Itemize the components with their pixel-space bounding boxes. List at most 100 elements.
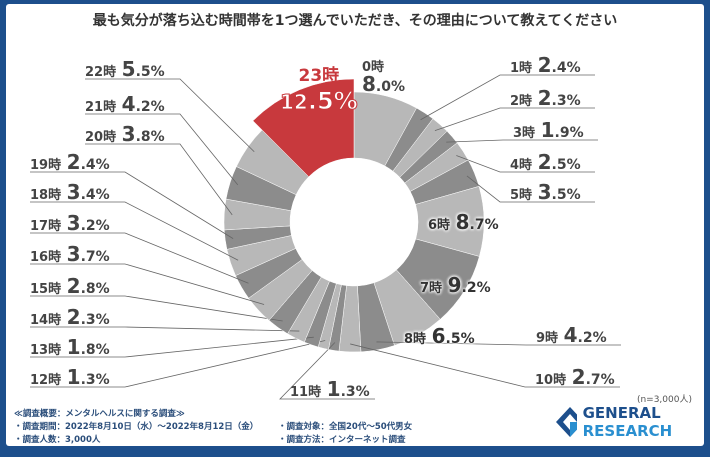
slice-label-12: 12時 1.3% [30,367,110,387]
slice-label-4: 4時 2.5% [510,152,581,172]
slice-hour: 5時 [510,188,533,203]
slice-value: 4.2% [563,323,607,347]
survey-heading: ≪調査概要：メンタルヘルスに関する調査≫ [14,409,185,419]
leader-line-22 [85,78,255,153]
slice-hour: 14時 [30,313,62,328]
slice-hour: 22時 [85,65,117,80]
leader-line-2 [434,107,595,132]
sample-note: (n=3,000人) [636,395,692,405]
slice-label-23: 23時 12.5% [280,66,359,115]
survey-period: ・調査期間：2022年8月10日（水）～2022年8月12日（金） [14,422,259,432]
slice-value: 2.4% [537,53,581,77]
logo: GENERAL RESEARCH [556,404,710,440]
leader-line-4 [456,155,595,173]
slice-hour: 21時 [85,100,117,115]
slice-value: 3.2% [66,211,110,235]
slice-label-13: 13時 1.8% [30,337,110,357]
slice-hour: 17時 [30,219,62,234]
slice-value: 8.7% [455,210,499,234]
slice-value: 2.3% [66,305,110,329]
leader-line-14 [30,326,300,332]
slice-hour: 11時 [290,385,322,400]
panel [6,4,704,446]
slice-label-1: 1時 2.4% [510,55,581,75]
leader-line-13 [30,336,314,358]
slice-value: 2.5% [537,150,581,174]
slice-value: 3.5% [537,180,581,204]
slice-label-21: 21時 4.2% [85,94,165,114]
slice-hour: 12時 [30,373,62,388]
slice-hour: 7時 [420,281,443,296]
slice-value: 12.5% [280,87,359,115]
slice-value: 1.8% [66,335,110,359]
leader-line-21 [85,113,239,186]
leader-line-19 [30,171,234,239]
chart-title: 最も気分が落ち込む時間帯を1つ選んでいただき、その理由について教えてください [92,13,618,29]
slice-hour: 6時 [428,218,451,233]
slice-label-10: 10時 2.7% [535,367,615,387]
slice-label-8: 8時 6.5% [404,326,475,346]
slice-hour: 23時 [298,66,340,86]
leader-line-12 [30,340,326,388]
slice-label-9: 9時 4.2% [536,325,607,345]
slice-value: 3.7% [66,242,110,266]
leader-line-20 [85,143,233,216]
slice-23 [252,78,355,178]
leader-line-5 [466,175,595,203]
leader-line-3 [446,139,598,143]
slice-hour: 16時 [30,250,62,265]
slice-hour: 19時 [30,158,62,173]
slice-value: 2.8% [66,274,110,298]
slice-hour: 9時 [536,331,559,346]
leader-line-18 [30,201,239,261]
slice-hour: 10時 [535,373,567,388]
slice-value: 3.8% [121,122,165,146]
slice-label-5: 5時 3.5% [510,182,581,202]
leader-line-10 [350,343,620,388]
leader-line-9 [376,341,621,346]
slice-hour: 15時 [30,282,62,297]
leader-line-1 [420,74,595,121]
slice-label-2: 2時 2.3% [510,88,581,108]
slice-value: 2.7% [571,365,615,389]
slice-hour: 1時 [510,61,533,76]
leader-line-17 [30,232,249,284]
survey-method: ・調査方法：インターネット調査 [278,435,406,445]
slice-label-3: 3時 1.9% [513,120,584,140]
slice-label-14: 14時 2.3% [30,307,110,327]
slice-label-19: 19時 2.4% [30,152,110,172]
slice-value: 1.3% [66,365,110,389]
slice-value: 1.3% [326,377,370,401]
slice-label-20: 20時 3.8% [85,124,165,144]
slice-label-22: 22時 5.5% [85,59,165,79]
slice-label-0: 0時 8.0% [362,58,405,94]
logo-mark-icon [556,407,577,437]
slice-hour: 13時 [30,343,62,358]
slice-hour: 8時 [404,332,427,347]
slice-label-7: 7時 9.2% [420,275,491,295]
slice-value: 4.2% [121,92,165,116]
slice-label-6: 6時 8.7% [428,212,499,232]
slice-label-16: 16時 3.7% [30,244,110,264]
slice-value: 5.5% [121,57,165,81]
slice-value: 6.5% [431,324,475,348]
slice-value: 2.3% [537,86,581,110]
leader-line-15 [30,295,283,322]
slice-hour: 2時 [510,94,533,109]
slice-value: 2.4% [66,150,110,174]
survey-target: ・調査対象：全国20代～50代男女 [278,422,413,432]
leader-line-11 [279,342,375,400]
slice-value: 9.2% [447,273,491,297]
slice-hour: 18時 [30,188,62,203]
slice-label-11: 11時 1.3% [290,379,370,399]
slice-hour: 3時 [513,126,536,141]
slice-label-17: 17時 3.2% [30,213,110,233]
slice-hour: 20時 [85,130,117,145]
slice-label-15: 15時 2.8% [30,276,110,296]
logo-text: GENERAL RESEARCH [582,404,673,440]
slice-hour: 0時 [362,60,385,75]
leader-line-16 [30,263,265,305]
slice-label-18: 18時 3.4% [30,182,110,202]
survey-count: ・調査人数：3,000人 [14,435,101,445]
